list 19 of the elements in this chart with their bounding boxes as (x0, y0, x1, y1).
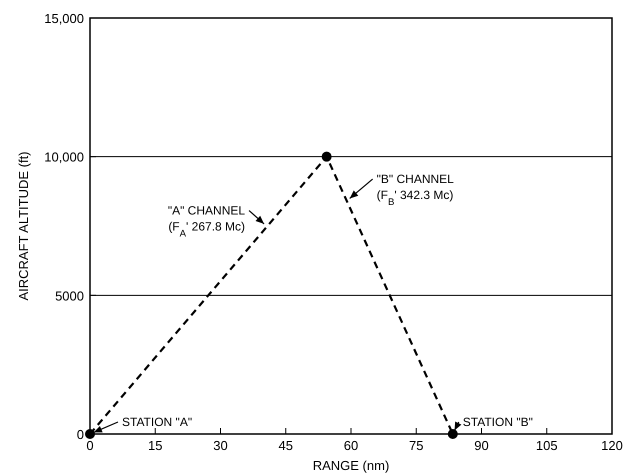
x-axis-title: RANGE (nm) (312, 458, 390, 473)
y-tick-label: 10,000 (44, 150, 84, 165)
annotation: STATION "B" (462, 415, 533, 429)
x-tick-label: 15 (148, 438, 162, 453)
annotation: STATION "A" (122, 415, 192, 429)
y-tick-label: 15,000 (44, 11, 84, 26)
x-tick-label: 75 (409, 438, 424, 453)
annotation: "B" CHANNEL (F$_{B}$' 342.3 Mc) (376, 172, 454, 208)
x-tick-label: 120 (601, 438, 623, 453)
annotation: "A" CHANNEL (F$_{A}$' 267.8 Mc) (168, 204, 246, 240)
x-tick-label: 105 (536, 438, 558, 453)
x-tick-label: 0 (86, 438, 94, 453)
y-axis-title: AIRCRAFT ALTITUDE (ft) (16, 151, 31, 301)
x-tick-label: 30 (213, 438, 228, 453)
x-tick-label: 60 (344, 438, 358, 453)
y-tick-label: 5000 (55, 288, 84, 304)
y-tick-label: 0 (76, 427, 84, 442)
x-tick-label: 45 (278, 438, 293, 453)
x-tick-label: 90 (474, 438, 489, 453)
